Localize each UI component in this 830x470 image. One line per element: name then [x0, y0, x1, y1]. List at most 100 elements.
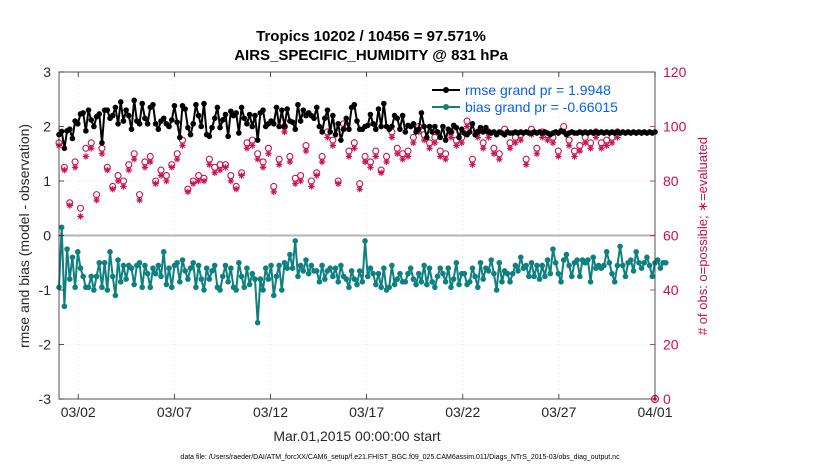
bias-point [354, 281, 360, 288]
obs-evaluated-point [544, 136, 551, 144]
rmse-point [222, 111, 229, 118]
bias-point [273, 273, 280, 280]
rmse-point [142, 115, 148, 122]
obs-evaluated-stroke [582, 140, 588, 146]
rmse-point [340, 126, 347, 133]
bias-point [190, 259, 197, 266]
obs-evaluated-stroke [190, 181, 196, 187]
obs-evaluated-point [522, 161, 530, 168]
bias-point [542, 273, 548, 280]
x-tick-label: 03/12 [253, 404, 288, 420]
bias-point [611, 279, 618, 285]
bias-point [644, 254, 650, 261]
rmse-point [418, 110, 425, 116]
bias-point [442, 279, 449, 285]
bias-point [142, 262, 148, 269]
rmse-point [219, 117, 226, 123]
bias-point [633, 249, 640, 255]
obs-evaluated-stroke [335, 181, 341, 187]
rmse-point [327, 129, 333, 135]
bias-point [614, 262, 621, 269]
bias-point [539, 262, 546, 269]
bias-point [566, 262, 572, 269]
bias-point [638, 265, 645, 272]
obs-evaluated-point [367, 164, 374, 171]
bias-point [93, 273, 100, 280]
obs-evaluated-stroke [179, 142, 186, 149]
bias-point [206, 276, 213, 282]
bias-point [402, 279, 409, 285]
obs-evaluated-point [109, 185, 116, 193]
bias-point [381, 265, 387, 272]
rmse-point [335, 120, 342, 127]
obs-evaluated-point [377, 169, 385, 177]
x-axis-label: Mar.01,2015 00:00:00 start [273, 428, 440, 444]
bias-point [603, 249, 610, 255]
rmse-point [131, 97, 137, 104]
bias-point [219, 273, 226, 280]
bias-point [558, 279, 564, 285]
legend-bias-label: bias grand pr = -0.66015 [465, 99, 618, 115]
y-right-tick-label: 40 [663, 282, 679, 298]
bias-point [601, 262, 607, 269]
obs-evaluated-stroke [120, 183, 127, 190]
bias-point [262, 265, 269, 272]
bias-point [413, 281, 419, 288]
y-left-tick-label: -1 [39, 282, 52, 298]
obs-evaluated-point [329, 142, 337, 149]
bias-point [128, 265, 135, 272]
bias-point [410, 276, 417, 282]
bias-point [222, 262, 229, 269]
rmse-point [394, 115, 401, 122]
obs-evaluated-point [163, 177, 170, 185]
rmse-point [448, 129, 454, 135]
bias-point [606, 259, 613, 266]
bias-point [254, 319, 261, 326]
obs-evaluated-point [292, 180, 299, 187]
obs-evaluated-point [168, 164, 175, 171]
bias-point [270, 292, 277, 299]
obs-evaluated-stroke [212, 170, 218, 176]
rmse-point [244, 120, 250, 127]
obs-evaluated-stroke [351, 145, 357, 151]
obs-evaluated-point [361, 158, 369, 166]
obs-evaluated-stroke [238, 172, 245, 179]
bias-point [249, 270, 256, 277]
rmse-point [434, 129, 441, 135]
obs-evaluated-point [576, 147, 584, 155]
obs-evaluated-stroke [222, 164, 229, 171]
bias-point [166, 265, 172, 272]
bias-point [480, 276, 486, 282]
rmse-point [217, 124, 223, 131]
rmse-point [211, 115, 218, 122]
bias-point [279, 287, 285, 293]
bias-point [330, 273, 336, 280]
obs-evaluated-stroke [244, 145, 250, 151]
rmse-point [429, 129, 435, 135]
obs-evaluated-point [200, 177, 208, 185]
rmse-point [117, 99, 124, 105]
bias-point [375, 270, 382, 277]
obs-evaluated-point [61, 166, 68, 174]
obs-evaluated-stroke [319, 159, 325, 165]
obs-evaluated-stroke [544, 137, 551, 143]
bias-point [147, 284, 154, 291]
obs-evaluated-stroke [357, 186, 363, 192]
obs-evaluated-stroke [609, 140, 615, 146]
rmse-point [80, 110, 86, 116]
obs-evaluated-point [152, 180, 159, 187]
bias-point [448, 284, 454, 291]
bias-point [163, 281, 170, 288]
bias-point [440, 270, 446, 277]
rmse-point [338, 137, 344, 143]
obs-evaluated-stroke [485, 134, 492, 141]
rmse-point [83, 128, 89, 134]
obs-evaluated-point [592, 134, 600, 141]
rmse-point [182, 106, 188, 112]
bias-point [437, 265, 444, 272]
y-right-tick-label: 120 [663, 64, 687, 80]
y-left-tick-label: -2 [39, 337, 52, 353]
obs-evaluated-point [173, 156, 181, 163]
rmse-point [177, 134, 183, 141]
